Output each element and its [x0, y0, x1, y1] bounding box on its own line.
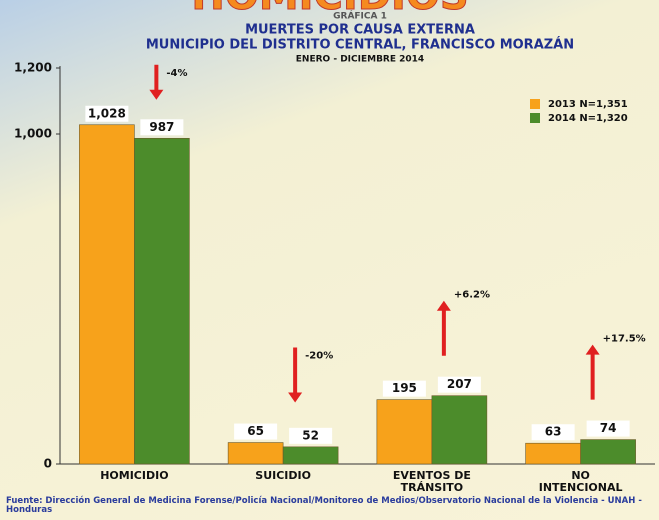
data-label: 74 — [600, 421, 617, 435]
annotation: -4% — [166, 68, 187, 79]
data-label: 52 — [302, 428, 319, 442]
data-label: 195 — [392, 381, 417, 395]
arrow-head — [288, 392, 303, 403]
y-tick-label: 1,200 — [14, 61, 52, 75]
source: Fuente: Dirección General de Medicina Fo… — [6, 496, 642, 515]
annotation: +6.2% — [454, 290, 490, 301]
data-label: 65 — [247, 424, 264, 438]
x-tick-label: NO INTENCIONAL — [538, 469, 623, 494]
annotation: -20% — [305, 351, 333, 362]
legend-label: 2013 N=1,351 — [548, 99, 628, 110]
legend-label: 2014 N=1,320 — [548, 113, 628, 124]
legend-swatch — [530, 113, 540, 123]
x-tick-label: EVENTOS DE TRÁNSITO — [392, 469, 471, 494]
data-label: 207 — [447, 377, 472, 391]
data-label: 63 — [545, 425, 562, 439]
chart-subtitle: MUNICIPIO DEL DISTRITO CENTRAL, FRANCISC… — [146, 37, 574, 53]
bar — [431, 395, 488, 465]
bar — [134, 137, 190, 465]
label-box — [382, 380, 426, 397]
bar — [282, 446, 339, 465]
bar — [525, 442, 581, 465]
label-box — [140, 119, 184, 136]
x-tick-label: SUICIDIO — [255, 469, 311, 482]
bar — [376, 399, 433, 465]
x-tick-label: HOMICIDIO — [100, 469, 169, 482]
label-box — [586, 420, 630, 437]
arrow-head — [585, 344, 600, 355]
bar — [227, 442, 284, 465]
arrow-head — [436, 300, 451, 311]
bar — [79, 124, 135, 465]
kicker: GRÁFICA 1 — [333, 10, 387, 22]
label-box — [289, 427, 333, 444]
label-box — [531, 424, 575, 441]
label-box — [234, 423, 278, 440]
arrow-head — [149, 89, 164, 100]
data-label: 987 — [149, 120, 174, 134]
annotation: +17.5% — [603, 334, 646, 345]
y-tick-label: 0 — [44, 457, 52, 471]
label-box — [437, 376, 481, 393]
label-box — [85, 105, 129, 122]
chart-title: MUERTES POR CAUSA EXTERNA — [245, 23, 475, 38]
bar — [580, 439, 636, 465]
y-tick-label: 1,000 — [14, 127, 52, 141]
data-label: 1,028 — [88, 106, 126, 120]
legend-swatch — [530, 99, 540, 109]
period: ENERO - DICIEMBRE 2014 — [296, 55, 424, 65]
